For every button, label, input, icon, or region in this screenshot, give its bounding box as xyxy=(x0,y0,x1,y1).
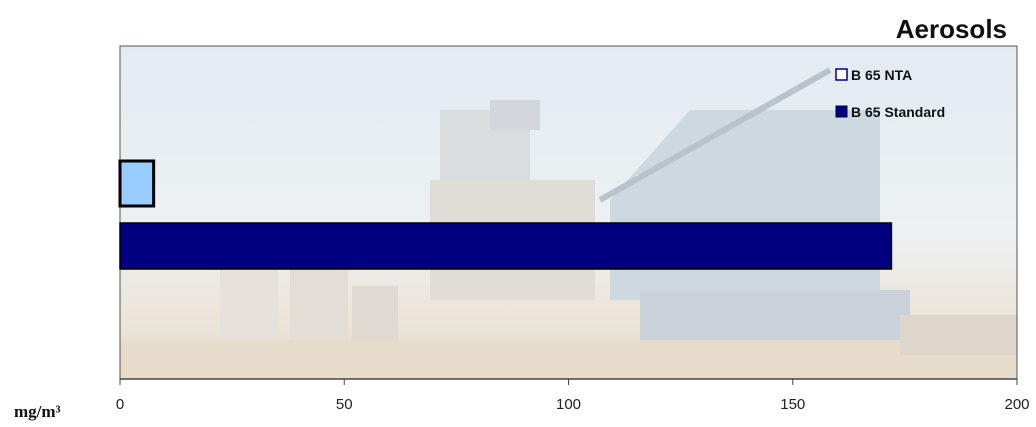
x-tick-label: 150 xyxy=(780,396,805,413)
legend: B 65 NTA B 65 Standard xyxy=(835,67,945,120)
legend-label-nta: B 65 NTA xyxy=(851,67,912,83)
x-tick-label: 200 xyxy=(1004,396,1029,413)
background-photo xyxy=(120,46,1017,379)
x-axis-ticks: 0 50 100 150 200 xyxy=(116,379,1030,413)
legend-swatch-standard xyxy=(835,105,848,118)
bar-b65-nta xyxy=(118,159,156,208)
x-tick-label: 0 xyxy=(116,396,124,413)
unit-label: mg/m³ xyxy=(14,402,61,421)
bar-b65-standard xyxy=(119,222,893,270)
legend-label-standard: B 65 Standard xyxy=(851,104,945,120)
chart-title: Aerosols xyxy=(896,14,1007,44)
legend-swatch-nta xyxy=(835,68,848,81)
x-tick-label: 50 xyxy=(336,396,353,413)
bars xyxy=(118,159,893,270)
x-tick-label: 100 xyxy=(556,396,581,413)
